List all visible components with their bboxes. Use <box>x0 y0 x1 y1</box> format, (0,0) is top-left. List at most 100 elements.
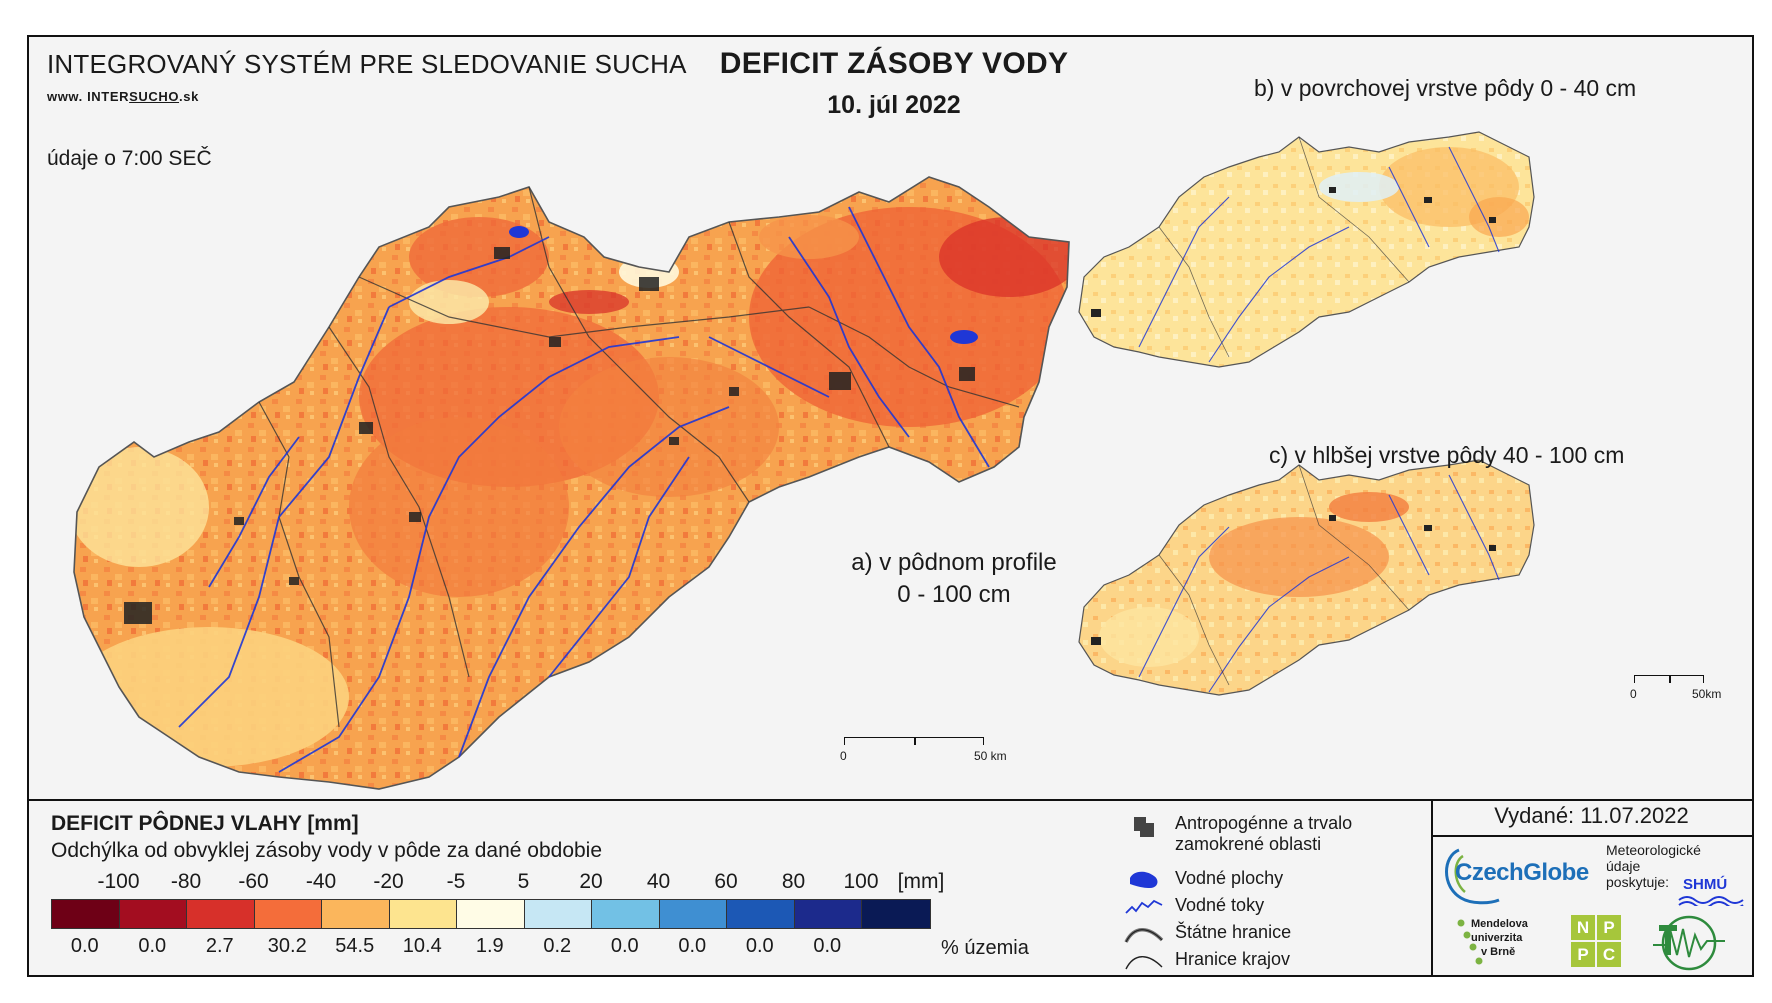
map-area: INTEGROVANÝ SYSTÉM PRE SLEDOVANIE SUCHA … <box>29 37 1752 799</box>
legend-tick: -100 <box>97 870 140 893</box>
legend-pct-value: 0.0 <box>678 935 707 957</box>
scale-main-end: 50 km <box>974 749 1007 763</box>
legend-pct-value: 0.2 <box>543 935 572 957</box>
symbol-streams-label: Vodné toky <box>1175 895 1265 915</box>
mendel-line3: v Brně <box>1481 946 1516 958</box>
meteo-line2: údaje <box>1606 858 1641 874</box>
scale-bar-main: 0 50 km <box>840 737 1024 767</box>
site-prefix: www. INTER <box>47 89 130 104</box>
legend-title: DEFICIT PÔDNEJ VLAHY [mm] <box>51 812 359 835</box>
issued-divider <box>1431 835 1752 837</box>
map-c-deep-layer <box>1078 459 1535 696</box>
map-a-label-line2: 0 - 100 cm <box>897 581 1011 608</box>
legend-swatch <box>794 900 862 928</box>
legend-pct-value: 0.0 <box>745 935 774 957</box>
legend-swatch <box>862 900 930 928</box>
urban-area-icon <box>1134 817 1154 837</box>
legend-swatch <box>457 900 525 928</box>
legend-tick: 80 <box>781 870 806 893</box>
map-a-soil-profile <box>73 176 1070 790</box>
symbol-region-border-label: Hranice krajov <box>1175 949 1291 969</box>
legend-swatch <box>254 900 322 928</box>
mendel-logo: Mendelova univerzita v Brně <box>1457 917 1528 965</box>
legend-tick: 100 <box>843 870 879 893</box>
legend-pct-value: 1.9 <box>475 935 504 957</box>
map-a-label: a) v pôdnom profile 0 - 100 cm <box>789 547 1119 611</box>
nppc-logo: N P P C <box>1571 915 1621 967</box>
region-border-icon <box>1125 956 1163 970</box>
nppc-letter: P <box>1571 942 1595 967</box>
meteo-provider: Meteorologické údaje poskytuje: <box>1606 842 1701 890</box>
symbol-urban-line2: zamokrené oblasti <box>1175 834 1322 854</box>
website-link[interactable]: www. INTERSUCHO.sk <box>47 89 199 104</box>
legend-swatch <box>52 900 120 928</box>
main-title: DEFICIT ZÁSOBY VODY <box>719 47 1069 80</box>
map-c-label: c) v hlbšej vrstve pôdy 40 - 100 cm <box>1269 442 1625 468</box>
legend-ticks: -100 -80 -60 -40 -20 -5 5 20 40 60 80 10… <box>59 870 959 896</box>
legend-unit: [mm] <box>897 870 945 893</box>
legend-pct-value: 0.0 <box>813 935 842 957</box>
legend-tick: -5 <box>446 870 466 893</box>
legend-swatch <box>659 900 727 928</box>
legend-swatch <box>187 900 255 928</box>
shmu-logo: SHMÚ <box>1677 872 1745 909</box>
czechglobe-logo: CzechGlobe <box>1439 842 1629 912</box>
nppc-letter: N <box>1571 915 1595 940</box>
symbol-urban-line1: Antropogénne a trvalo <box>1175 813 1353 833</box>
map-a-label-line1: a) v pôdnom profile <box>851 549 1057 576</box>
shmu-text: SHMÚ <box>1683 876 1728 893</box>
issued-date: Vydané: 11.07.2022 <box>1494 803 1689 828</box>
mendel-line2: univerzita <box>1471 932 1523 944</box>
meteo-line3: poskytuje: <box>1606 874 1670 890</box>
scale-small-end: 50km <box>1692 687 1722 701</box>
legend-swatch <box>524 900 592 928</box>
legend-pct-value: 0.0 <box>70 935 99 957</box>
legend-tick: -40 <box>305 870 337 893</box>
main-date: 10. júl 2022 <box>827 91 961 119</box>
legend-tick: -60 <box>238 870 269 893</box>
legend-tick: 20 <box>579 870 603 893</box>
scale-main-start: 0 <box>840 749 847 763</box>
site-suffix: .sk <box>179 89 199 104</box>
legend-pct-value: 0.0 <box>610 935 639 957</box>
map-b-surface-layer <box>1078 131 1535 368</box>
state-border-icon <box>1124 928 1164 943</box>
legend-pct-value: 54.5 <box>335 935 375 957</box>
legend-swatch <box>727 900 795 928</box>
legend-swatch <box>119 900 187 928</box>
legend-divider <box>29 799 1752 801</box>
legend-swatch <box>389 900 457 928</box>
footer-divider <box>1431 799 1433 977</box>
legend-subtitle: Odchýlka od obvyklej zásoby vody v pôde … <box>51 839 603 862</box>
map-b-label: b) v povrchovej vrstve pôdy 0 - 40 cm <box>1254 75 1637 101</box>
legend-tick: 40 <box>646 870 671 893</box>
czechglobe-swoosh-icon <box>1445 848 1500 905</box>
czechglobe-text: CzechGlobe <box>1455 859 1589 886</box>
legend-pct-value: 10.4 <box>402 935 442 957</box>
mendel-line1: Mendelova <box>1471 918 1528 930</box>
uvz-logo <box>1653 915 1725 971</box>
nppc-letter: P <box>1597 915 1621 940</box>
symbol-state-border-label: Štátne hranice <box>1175 922 1292 942</box>
legend-pct-value: 0.0 <box>138 935 167 957</box>
legend-pct-value: 2.7 <box>205 935 234 957</box>
meteo-line1: Meteorologické <box>1606 842 1701 858</box>
symbol-water-label: Vodné plochy <box>1175 868 1284 888</box>
scale-bar-small: 0 50km <box>1630 675 1734 701</box>
legend-pct-value: 30.2 <box>267 935 307 957</box>
mendel-dots-icon <box>1457 919 1483 965</box>
legend-swatch <box>592 900 660 928</box>
legend-tick: 5 <box>517 870 530 893</box>
time-note: údaje o 7:00 SEČ <box>47 147 212 170</box>
scale-small-start: 0 <box>1630 687 1637 701</box>
system-title: INTEGROVANÝ SYSTÉM PRE SLEDOVANIE SUCHA <box>47 49 687 79</box>
legend-color-bar <box>51 899 931 929</box>
legend-tick: -80 <box>170 870 202 893</box>
legend-swatch <box>322 900 390 928</box>
site-mid: SUCHO <box>129 89 180 104</box>
legend-pct-label: % územia <box>941 937 1029 959</box>
nppc-letter: C <box>1597 942 1621 967</box>
water-body-icon <box>1130 871 1158 888</box>
map-frame: INTEGROVANÝ SYSTÉM PRE SLEDOVANIE SUCHA … <box>27 35 1754 977</box>
legend-tick: 60 <box>714 870 738 893</box>
